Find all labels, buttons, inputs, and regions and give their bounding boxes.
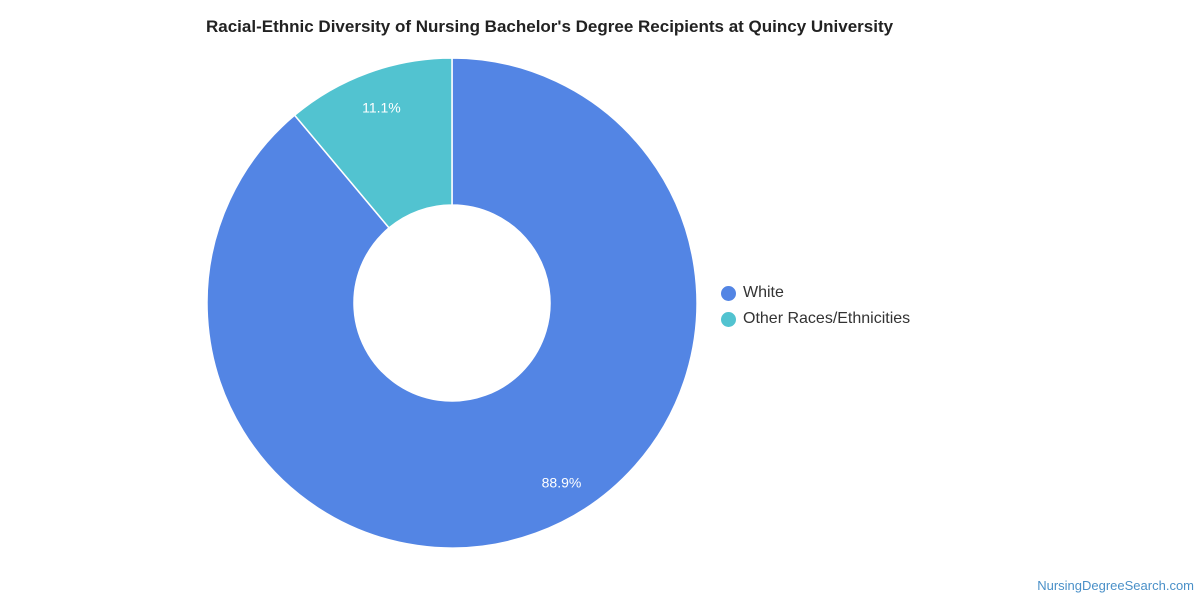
legend-item-other-races[interactable]: Other Races/Ethnicities	[721, 306, 910, 332]
chart-title: Racial-Ethnic Diversity of Nursing Bache…	[206, 17, 894, 36]
source-credit[interactable]: NursingDegreeSearch.com	[1037, 578, 1194, 593]
slice-label-1: 11.1%	[362, 100, 401, 116]
chart-legend: White Other Races/Ethnicities	[721, 280, 910, 332]
donut-slice-0[interactable]	[206, 57, 698, 549]
donut-slice-1[interactable]	[293, 57, 453, 229]
legend-swatch-other-races	[721, 311, 736, 327]
legend-label-white: White	[743, 284, 784, 301]
slice-label-0: 88.9%	[542, 475, 582, 491]
legend-item-white[interactable]: White	[721, 280, 910, 306]
legend-label-other-races: Other Races/Ethnicities	[743, 310, 911, 327]
legend-swatch-white	[721, 285, 736, 301]
